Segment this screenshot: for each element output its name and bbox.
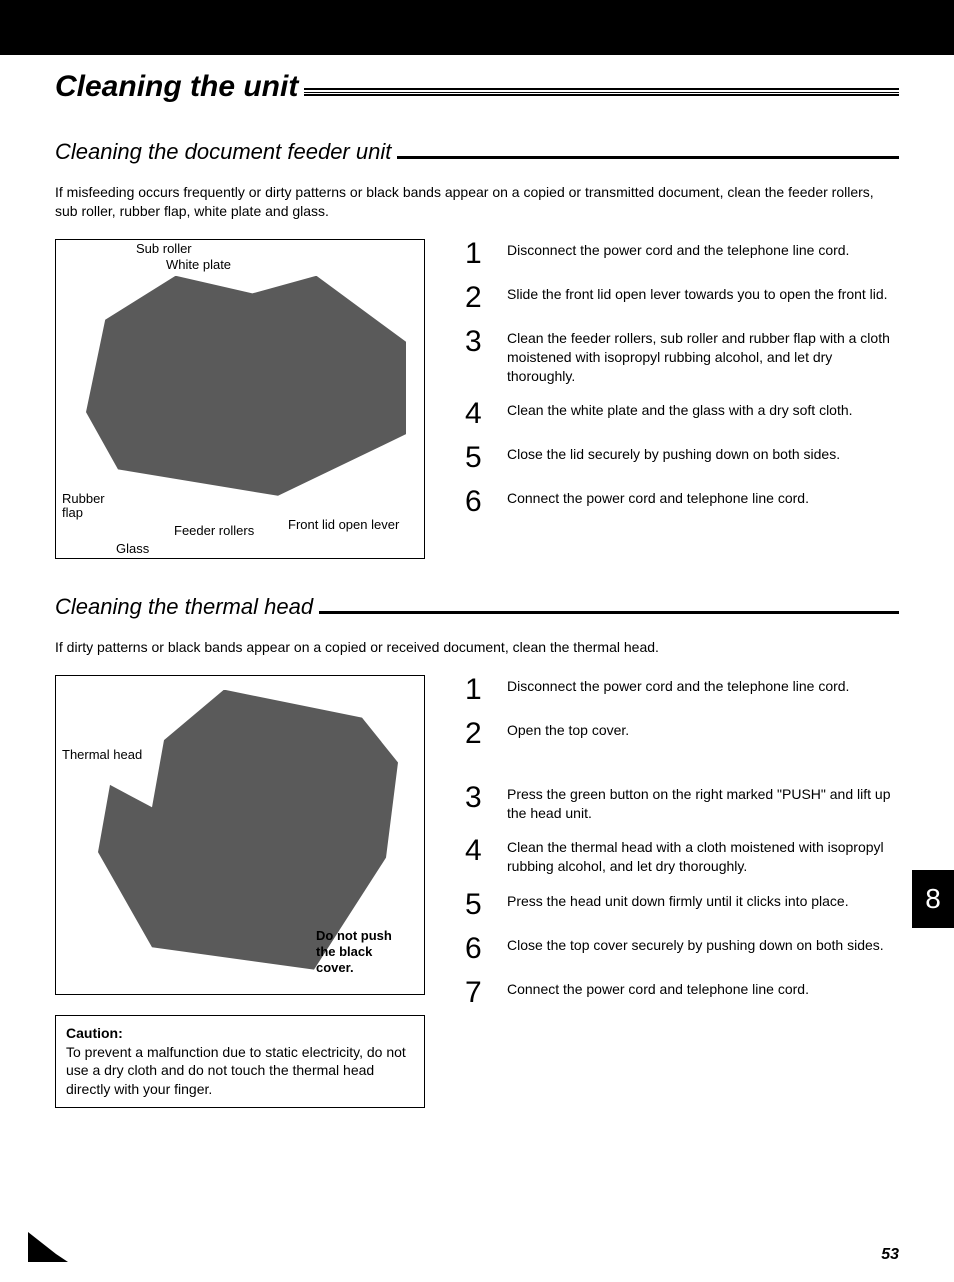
step-number: 6 — [465, 934, 491, 964]
list-item: 6 Close the top cover securely by pushing… — [465, 934, 899, 964]
list-item: 2 Slide the front lid open lever towards … — [465, 283, 899, 313]
section2-figure-col: Thermal head Do not push the black cover… — [55, 675, 425, 1109]
section1-figure: Sub roller White plate Rubber flap Feede… — [55, 239, 425, 559]
step-text: Clean the feeder rollers, sub roller and… — [507, 327, 899, 386]
step-text: Slide the front lid open lever towards y… — [507, 283, 888, 304]
list-item: 5 Close the lid securely by pushing down … — [465, 443, 899, 473]
label-thermal-head: Thermal head — [62, 748, 142, 762]
list-item: 3 Clean the feeder rollers, sub roller an… — [465, 327, 899, 386]
step-text: Clean the thermal head with a cloth mois… — [507, 836, 899, 876]
list-item: 2 Open the top cover. — [465, 719, 899, 749]
step-number: 1 — [465, 239, 491, 269]
section2-title: Cleaning the thermal head — [55, 594, 313, 620]
step-text: Close the lid securely by pushing down o… — [507, 443, 840, 464]
step-number: 6 — [465, 487, 491, 517]
list-item: 3 Press the green button on the right mar… — [465, 783, 899, 823]
step-number: 3 — [465, 783, 491, 813]
section2-rule — [319, 611, 899, 614]
top-black-bar — [0, 0, 954, 55]
main-title-rule — [304, 88, 899, 96]
caution-box: Caution: To prevent a malfunction due to… — [55, 1015, 425, 1109]
step-number: 5 — [465, 890, 491, 920]
section1-intro: If misfeeding occurs frequently or dirty… — [55, 183, 899, 221]
step-number: 3 — [465, 327, 491, 357]
list-item: 4 Clean the white plate and the glass wit… — [465, 399, 899, 429]
list-item: 7 Connect the power cord and telephone li… — [465, 978, 899, 1008]
section1-body: Sub roller White plate Rubber flap Feede… — [55, 239, 899, 559]
label-glass: Glass — [116, 542, 149, 556]
step-number: 4 — [465, 836, 491, 866]
feeder-diagram — [86, 276, 406, 496]
section2-intro: If dirty patterns or black bands appear … — [55, 638, 899, 657]
caution-text: To prevent a malfunction due to static e… — [66, 1044, 406, 1098]
note-line3: cover. — [316, 960, 354, 976]
section2-body: Thermal head Do not push the black cover… — [55, 675, 899, 1109]
label-sub-roller: Sub roller — [136, 242, 192, 256]
section2-figure: Thermal head Do not push the black cover… — [55, 675, 425, 995]
corner-icon — [28, 1232, 68, 1262]
step-number: 5 — [465, 443, 491, 473]
label-rubber-flap-1: Rubber — [62, 492, 105, 506]
section1-steps: 1 Disconnect the power cord and the telep… — [465, 239, 899, 559]
step-text: Open the top cover. — [507, 719, 629, 740]
list-item: 1 Disconnect the power cord and the telep… — [465, 239, 899, 269]
tab-number: 8 — [925, 883, 941, 915]
section1-rule — [397, 156, 899, 159]
list-item: 4 Clean the thermal head with a cloth moi… — [465, 836, 899, 876]
step-number: 7 — [465, 978, 491, 1008]
step-number: 2 — [465, 719, 491, 749]
step-text: Press the green button on the right mark… — [507, 783, 899, 823]
list-item: 6 Connect the power cord and telephone li… — [465, 487, 899, 517]
page-number: 53 — [881, 1246, 899, 1264]
list-item: 5 Press the head unit down firmly until i… — [465, 890, 899, 920]
step-text: Close the top cover securely by pushing … — [507, 934, 884, 955]
step-number: 1 — [465, 675, 491, 705]
section2-title-row: Cleaning the thermal head — [55, 594, 899, 620]
step-text: Connect the power cord and telephone lin… — [507, 978, 809, 999]
note-line2: the black — [316, 944, 372, 960]
section-tab: 8 — [912, 870, 954, 928]
label-rubber-flap-2: flap — [62, 506, 83, 520]
section1-title: Cleaning the document feeder unit — [55, 139, 391, 165]
label-front-lid: Front lid open lever — [288, 518, 399, 532]
main-title-row: Cleaning the unit — [55, 70, 899, 104]
step-text: Disconnect the power cord and the teleph… — [507, 239, 849, 260]
step-text: Disconnect the power cord and the teleph… — [507, 675, 849, 696]
section1-figure-col: Sub roller White plate Rubber flap Feede… — [55, 239, 425, 559]
step-number: 4 — [465, 399, 491, 429]
label-white-plate: White plate — [166, 258, 231, 272]
list-item: 1 Disconnect the power cord and the telep… — [465, 675, 899, 705]
step-text: Press the head unit down firmly until it… — [507, 890, 849, 911]
step-text: Connect the power cord and telephone lin… — [507, 487, 809, 508]
caution-title: Caution: — [66, 1025, 123, 1041]
label-feeder-rollers: Feeder rollers — [174, 524, 254, 538]
main-title: Cleaning the unit — [55, 70, 298, 104]
page-content: Cleaning the unit Cleaning the document … — [0, 55, 954, 1108]
step-number: 2 — [465, 283, 491, 313]
step-text: Clean the white plate and the glass with… — [507, 399, 853, 420]
section1-title-row: Cleaning the document feeder unit — [55, 139, 899, 165]
note-line1: Do not push — [316, 928, 392, 944]
section2-steps: 1 Disconnect the power cord and the telep… — [465, 675, 899, 1109]
